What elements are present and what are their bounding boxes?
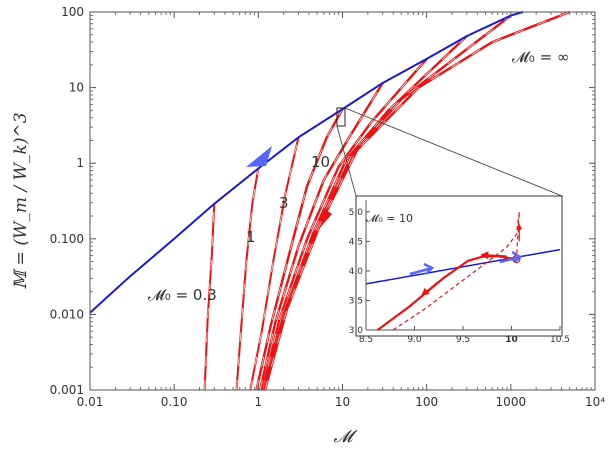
red-curve-dash-3 <box>256 108 343 391</box>
x-tick-label: 10⁴ <box>585 395 605 409</box>
zoom-connector-bottom <box>336 125 357 197</box>
inset-y-tick-label: 4.5 <box>349 237 363 247</box>
inset-blue-arrow-right-icon <box>499 250 523 264</box>
inset-y-tick-label: 4.0 <box>349 267 364 277</box>
plot-frame <box>89 11 596 391</box>
zoom-connector-top <box>344 107 563 197</box>
y-tick-label: 100 <box>61 5 84 19</box>
inset-x-tick-label: 9.0 <box>407 335 422 345</box>
inset-axes: 8.5 9.0 9.5 10 10.5 3.0 3.5 4.0 4.5 5.0 <box>349 200 570 345</box>
red-curve-dash-5 <box>262 58 427 391</box>
red-curve-8 <box>263 10 571 391</box>
y-axis-title: 𝕄 = (W_m / W_k)^3 <box>11 112 31 289</box>
annotation-label-1: 1 <box>246 228 256 246</box>
blue-curve <box>89 11 524 314</box>
blue-arrow-icon <box>246 146 272 167</box>
inset-y-tick-label: 3.5 <box>349 296 363 306</box>
x-tick-label: 1 <box>255 395 263 409</box>
annotation-label-10: 10 <box>311 153 330 171</box>
main-curves <box>89 10 571 391</box>
y-tick-label: 0.001 <box>50 383 84 397</box>
red-arrow-icon <box>318 206 332 230</box>
y-tick-label: 10 <box>69 81 84 95</box>
y-tick-label: 1 <box>76 156 84 170</box>
annotation-m0-infinity: 𝓜₀ = ∞ <box>512 48 569 66</box>
y-tick-label: 0.100 <box>50 232 84 246</box>
inset-red-arrow-icon <box>421 280 440 296</box>
inset-x-tick-label: 10 <box>505 335 518 345</box>
inset-blue-arrow-icon <box>409 262 435 276</box>
x-tick-label: 0.10 <box>161 395 188 409</box>
x-tick-label: 1000 <box>496 395 527 409</box>
x-tick-label: 10 <box>335 395 350 409</box>
x-tick-label: 0.01 <box>77 395 104 409</box>
inset-x-tick-label: 8.5 <box>359 335 373 345</box>
inset-red-arrow-2-icon <box>480 251 507 260</box>
inset-red-dashed <box>392 211 520 331</box>
red-curve-1 <box>235 168 260 391</box>
inset-y-tick-label: 3.0 <box>349 326 364 336</box>
annotation-m0-0.3: 𝓜₀ = 0.3 <box>148 286 217 304</box>
inset: 8.5 9.0 9.5 10 10.5 3.0 3.5 4.0 4.5 5.0 𝓜₀ = 10 <box>349 195 570 345</box>
x-tick-label: 100 <box>415 395 438 409</box>
red-curve-dash-2 <box>249 137 299 391</box>
red-curve-4 <box>258 82 384 391</box>
zoom-box <box>336 107 346 127</box>
inset-title: 𝓜₀ = 10 <box>366 212 413 225</box>
red-curve-dash-0 <box>204 203 215 391</box>
inset-y-tick-label: 5.0 <box>349 208 364 218</box>
y-tick-label: 0.010 <box>50 307 84 321</box>
x-axis-title: 𝓜 <box>333 427 357 447</box>
inset-x-tick-label: 9.5 <box>456 335 470 345</box>
annotation-label-3: 3 <box>279 194 289 212</box>
red-curve-dash-1 <box>236 168 259 391</box>
inset-blue-line <box>365 248 561 285</box>
inset-x-tick-label: 10.5 <box>550 335 570 345</box>
